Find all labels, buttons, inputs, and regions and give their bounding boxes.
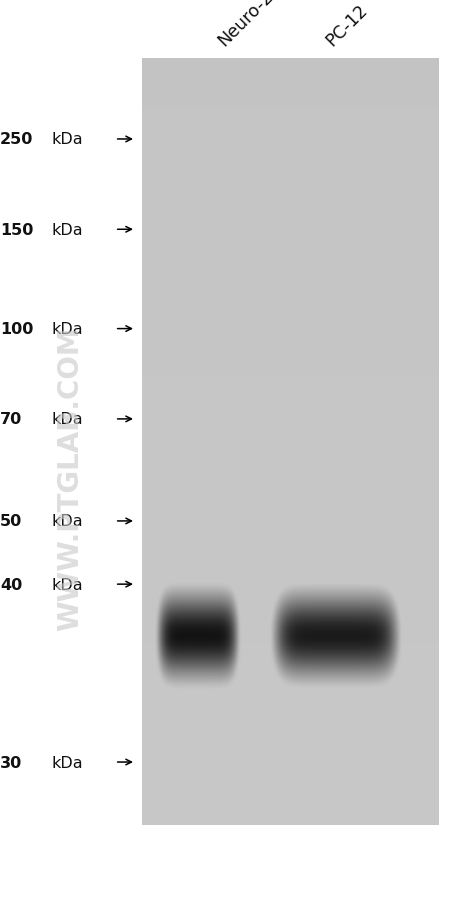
Text: kDa: kDa: [52, 514, 83, 529]
Text: Neuro-2a: Neuro-2a: [215, 0, 284, 50]
Text: 40: 40: [0, 577, 22, 592]
Text: PC-12: PC-12: [323, 1, 371, 50]
Text: 100: 100: [0, 322, 33, 336]
Text: 150: 150: [0, 223, 33, 237]
Text: 250: 250: [0, 133, 33, 147]
Text: kDa: kDa: [52, 223, 83, 237]
Text: kDa: kDa: [52, 412, 83, 427]
Text: 30: 30: [0, 755, 22, 769]
Text: WWW.PTGLAB.COM: WWW.PTGLAB.COM: [56, 326, 84, 630]
Text: kDa: kDa: [52, 577, 83, 592]
Text: 50: 50: [0, 514, 22, 529]
Text: kDa: kDa: [52, 755, 83, 769]
Text: kDa: kDa: [52, 133, 83, 147]
Text: 70: 70: [0, 412, 22, 427]
Text: kDa: kDa: [52, 322, 83, 336]
